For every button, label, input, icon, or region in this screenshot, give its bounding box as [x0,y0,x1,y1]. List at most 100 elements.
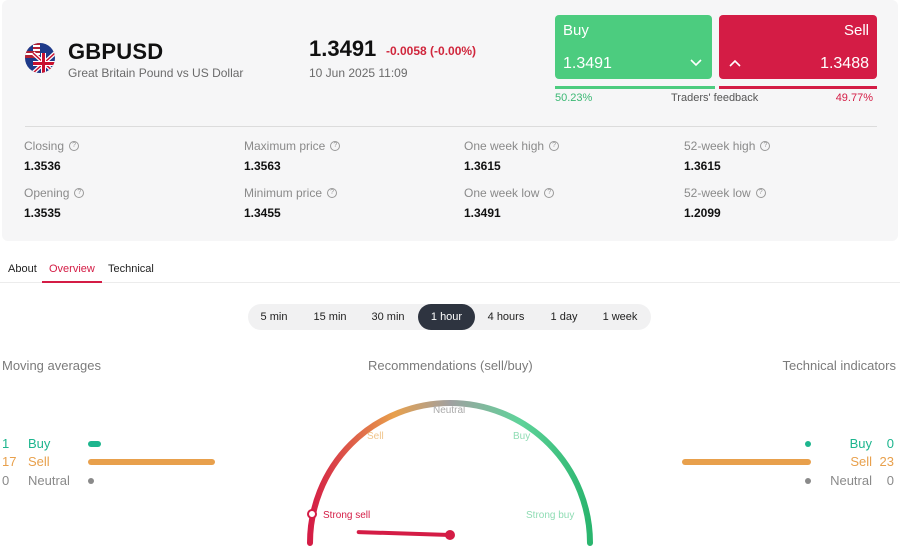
price-change: -0.0058 (-0.00%) [386,44,477,58]
interval-4-hours[interactable]: 4 hours [487,311,525,323]
ti-sell-row: Sell 23 [850,454,894,470]
stat-value: 1.2099 [684,206,721,220]
buy-label: Buy [563,22,589,39]
stat-one-week-low: One week low? 1.3491 [464,186,555,220]
stat-value: 1.3615 [684,159,721,173]
interval-1-hour[interactable]: 1 hour [418,304,475,330]
ma-neutral-count: 0 [2,473,10,488]
stat-maximum-price: Maximum price? 1.3563 [244,139,341,173]
header-divider [25,126,877,127]
stat-one-week-high: One week high? 1.3615 [464,139,560,173]
stat-label: Opening [24,186,70,200]
help-icon[interactable]: ? [330,141,341,151]
stat-52-week-high: 52-week high? 1.3615 [684,139,771,173]
ma-neutral-dot [88,478,94,484]
stat-label: Closing [24,139,65,153]
sell-button[interactable]: Sell 1.3488 [719,15,877,79]
tab-about[interactable]: About [8,263,37,275]
ma-buy-count: 1 [2,436,10,451]
stat-value: 1.3615 [464,159,501,173]
stat-value: 1.3455 [244,206,281,220]
traders-feedback-label: Traders' feedback [671,92,759,104]
ma-neutral-label: Neutral [28,473,70,488]
ma-buy-bar [88,441,101,447]
interval-30-min[interactable]: 30 min [371,311,405,323]
section-tabs: About Overview Technical [0,258,900,283]
chevron-up-icon [729,59,741,67]
feedback-buy-percent: 50.23% [555,92,593,104]
instrument-name: Great Britain Pound vs US Dollar [68,66,244,80]
gauge-marker [307,509,317,519]
sell-price: 1.3488 [820,55,869,72]
stat-minimum-price: Minimum price? 1.3455 [244,186,338,220]
help-icon[interactable]: ? [755,188,766,198]
buy-button[interactable]: Buy 1.3491 [555,15,712,79]
moving-averages-title: Moving averages [2,358,101,373]
ma-buy-row: 1 Buy [2,436,50,452]
feedback-sell-percent: 49.77% [835,92,873,104]
recommendation-gauge: Neutral Sell Buy Strong sell Strong buy [300,385,600,546]
tab-technical[interactable]: Technical [108,263,154,275]
help-icon[interactable]: ? [760,141,771,151]
help-icon[interactable]: ? [544,188,555,198]
stat-value: 1.3535 [24,206,61,220]
gauge-svg [307,400,593,546]
gauge-label-neutral: Neutral [433,405,466,416]
ti-buy-count: 0 [886,436,894,451]
instrument-header-card: GBPUSD Great Britain Pound vs US Dollar … [2,0,898,241]
gauge-label-sell: Sell [367,431,384,442]
gauge-label-buy: Buy [513,431,531,442]
technical-indicators-title: Technical indicators [782,358,896,373]
stat-label: 52-week high [684,139,756,153]
feedback-sell-bar [719,86,877,89]
ma-sell-label: Sell [28,454,50,469]
ma-neutral-row: 0 Neutral [2,473,70,489]
ti-buy-dot [805,441,811,447]
ti-sell-label: Sell [850,454,872,469]
buy-price: 1.3491 [563,55,612,72]
help-icon[interactable]: ? [74,188,85,198]
stat-label: One week low [464,186,540,200]
ti-neutral-count: 0 [886,473,894,488]
ti-neutral-dot [805,478,811,484]
current-price: 1.3491 [309,36,377,61]
sell-label: Sell [843,22,869,39]
interval-5-min[interactable]: 5 min [260,311,288,323]
ma-sell-count: 17 [2,454,17,469]
interval-selector: 5 min 15 min 30 min 1 hour 4 hours 1 day… [248,304,651,330]
stat-value: 1.3491 [464,206,501,220]
ti-neutral-row: Neutral 0 [830,473,894,489]
stat-label: Minimum price [244,186,323,200]
stat-opening: Opening? 1.3535 [24,186,85,220]
stat-closing: Closing? 1.3536 [24,139,80,173]
stat-52-week-low: 52-week low? 1.2099 [684,186,766,220]
help-icon[interactable]: ? [327,188,338,198]
ti-buy-label: Buy [849,436,872,451]
ti-sell-bar [682,459,811,465]
interval-1-day[interactable]: 1 day [550,311,578,323]
stat-value: 1.3563 [244,159,281,173]
help-icon[interactable]: ? [549,141,560,151]
gauge-label-strong-sell: Strong sell [323,510,371,521]
ti-buy-row: Buy 0 [850,436,894,452]
ma-buy-label: Buy [28,436,51,451]
instrument-symbol: GBPUSD [68,39,164,64]
feedback-buy-bar [555,86,715,89]
ti-sell-count: 23 [879,454,894,469]
gauge-hub [445,530,455,540]
interval-1-week[interactable]: 1 week [602,311,638,323]
chevron-down-icon [690,59,702,67]
gauge-label-strong-buy: Strong buy [526,510,575,521]
gauge-arc [307,400,593,546]
ti-neutral-label: Neutral [830,473,872,488]
ma-sell-row: 17 Sell [2,454,50,470]
stat-label: One week high [464,139,545,153]
gauge-needle [356,530,452,537]
quote-datetime: 10 Jun 2025 11:09 [309,66,408,80]
stat-value: 1.3536 [24,159,61,173]
help-icon[interactable]: ? [69,141,80,151]
uk-us-flag-icon [25,43,55,73]
interval-15-min[interactable]: 15 min [313,311,347,323]
stat-label: 52-week low [684,186,751,200]
tab-overview[interactable]: Overview [42,263,102,283]
